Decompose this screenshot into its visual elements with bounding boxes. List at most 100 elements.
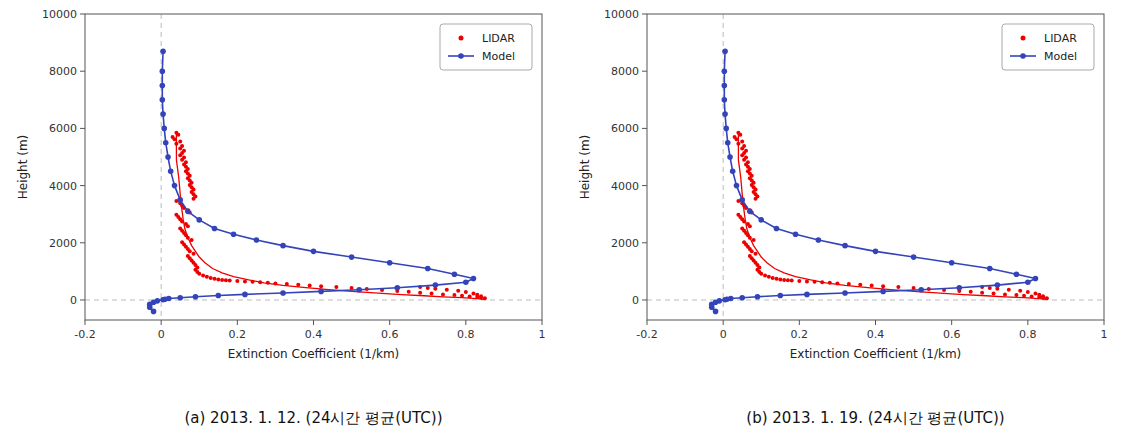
y-tick-label: 4000	[611, 180, 639, 193]
scatter-point	[235, 279, 239, 283]
x-tick	[389, 320, 390, 325]
legend: LIDAR Model	[440, 24, 532, 70]
scatter-point	[180, 220, 184, 224]
line-marker	[873, 249, 879, 255]
scatter-point	[471, 291, 475, 295]
scatter-point	[774, 277, 778, 281]
line-marker	[816, 237, 822, 243]
scatter-point	[483, 296, 487, 300]
scatter-point	[479, 294, 483, 298]
legend-label: Model	[482, 50, 515, 63]
x-tick-label: 0.2	[791, 328, 809, 341]
scatter-point	[740, 140, 744, 144]
x-tick	[799, 320, 800, 325]
line-marker	[280, 290, 286, 296]
line-marker	[747, 209, 753, 215]
line-marker	[161, 126, 167, 132]
scatter-point	[216, 277, 220, 281]
line-marker	[793, 231, 799, 237]
y-tick	[642, 185, 647, 186]
scatter-point	[748, 236, 752, 240]
scatter-point	[750, 249, 754, 253]
line-marker	[163, 140, 169, 146]
scatter-point	[778, 277, 782, 281]
line-marker	[172, 183, 178, 189]
y-tick	[80, 185, 85, 186]
y-tick-label: 2000	[611, 237, 639, 250]
y-tick-label: 8000	[611, 65, 639, 78]
scatter-point	[251, 280, 255, 284]
x-tick-label: 1	[1101, 328, 1108, 341]
scatter-point	[748, 224, 752, 228]
y-tick	[642, 14, 647, 15]
y-tick-label: 6000	[611, 122, 639, 135]
scatter-point	[186, 224, 190, 228]
y-tick	[80, 71, 85, 72]
y-tick-label: 6000	[49, 122, 77, 135]
scatter-point	[742, 158, 746, 162]
scatter-point	[334, 285, 338, 289]
x-tick-label: 0	[158, 328, 165, 341]
scatter-point	[285, 282, 289, 286]
line-marker	[774, 226, 780, 232]
x-tick-label: -0.2	[636, 328, 657, 341]
line-marker	[722, 68, 728, 74]
scatter-point	[1033, 291, 1037, 295]
scatter-point	[969, 290, 973, 294]
scatter-point	[468, 294, 472, 298]
y-tick	[642, 128, 647, 129]
plot-area	[647, 14, 1104, 320]
line-marker	[1025, 279, 1031, 285]
line-marker	[349, 254, 355, 260]
line-marker	[177, 197, 183, 203]
scatter-point	[1003, 292, 1007, 296]
scatter-point	[224, 278, 228, 282]
legend-label: LIDAR	[482, 32, 515, 45]
scatter-point	[1041, 294, 1045, 298]
scatter-point	[308, 284, 312, 288]
line-marker	[995, 282, 1001, 288]
line-marker	[151, 309, 157, 315]
line-marker	[177, 295, 183, 301]
line-marker	[463, 279, 469, 285]
line-marker	[734, 183, 740, 189]
line-marker	[842, 243, 848, 249]
x-tick-label: 0.8	[1019, 328, 1037, 341]
scatter-point	[881, 284, 885, 288]
y-tick-label: 2000	[49, 237, 77, 250]
line-marker	[880, 289, 886, 295]
x-tick	[85, 320, 86, 325]
scatter-point	[209, 276, 213, 280]
line-marker	[722, 83, 728, 89]
scatter-point	[805, 279, 809, 283]
scatter-point	[786, 278, 790, 282]
line-marker	[212, 226, 218, 232]
scatter-point	[192, 252, 196, 256]
scatter-point	[740, 153, 744, 157]
scatter-point	[178, 153, 182, 157]
y-tick	[642, 299, 647, 300]
reference-line	[723, 14, 724, 320]
line-marker	[394, 285, 400, 291]
scatter-point	[790, 279, 794, 283]
x-tick	[647, 320, 648, 325]
x-tick-label: 0.6	[943, 328, 961, 341]
x-tick-label: 0	[720, 328, 727, 341]
line-marker	[318, 289, 324, 295]
scatter-point	[172, 137, 176, 141]
line-marker	[160, 83, 166, 89]
series-line	[176, 134, 484, 299]
line-marker	[185, 209, 191, 215]
scatter-point	[1018, 289, 1022, 293]
line-marker	[356, 287, 362, 293]
line-marker	[387, 260, 393, 266]
plot-content	[85, 14, 542, 320]
line-marker	[168, 168, 174, 174]
x-tick-label: 0.4	[867, 328, 885, 341]
scatter-point	[992, 292, 996, 296]
scatter-point	[475, 293, 479, 297]
x-tick-label: 0.6	[381, 328, 399, 341]
line-marker	[842, 290, 848, 296]
line-marker	[723, 126, 729, 132]
line-marker	[254, 237, 260, 243]
